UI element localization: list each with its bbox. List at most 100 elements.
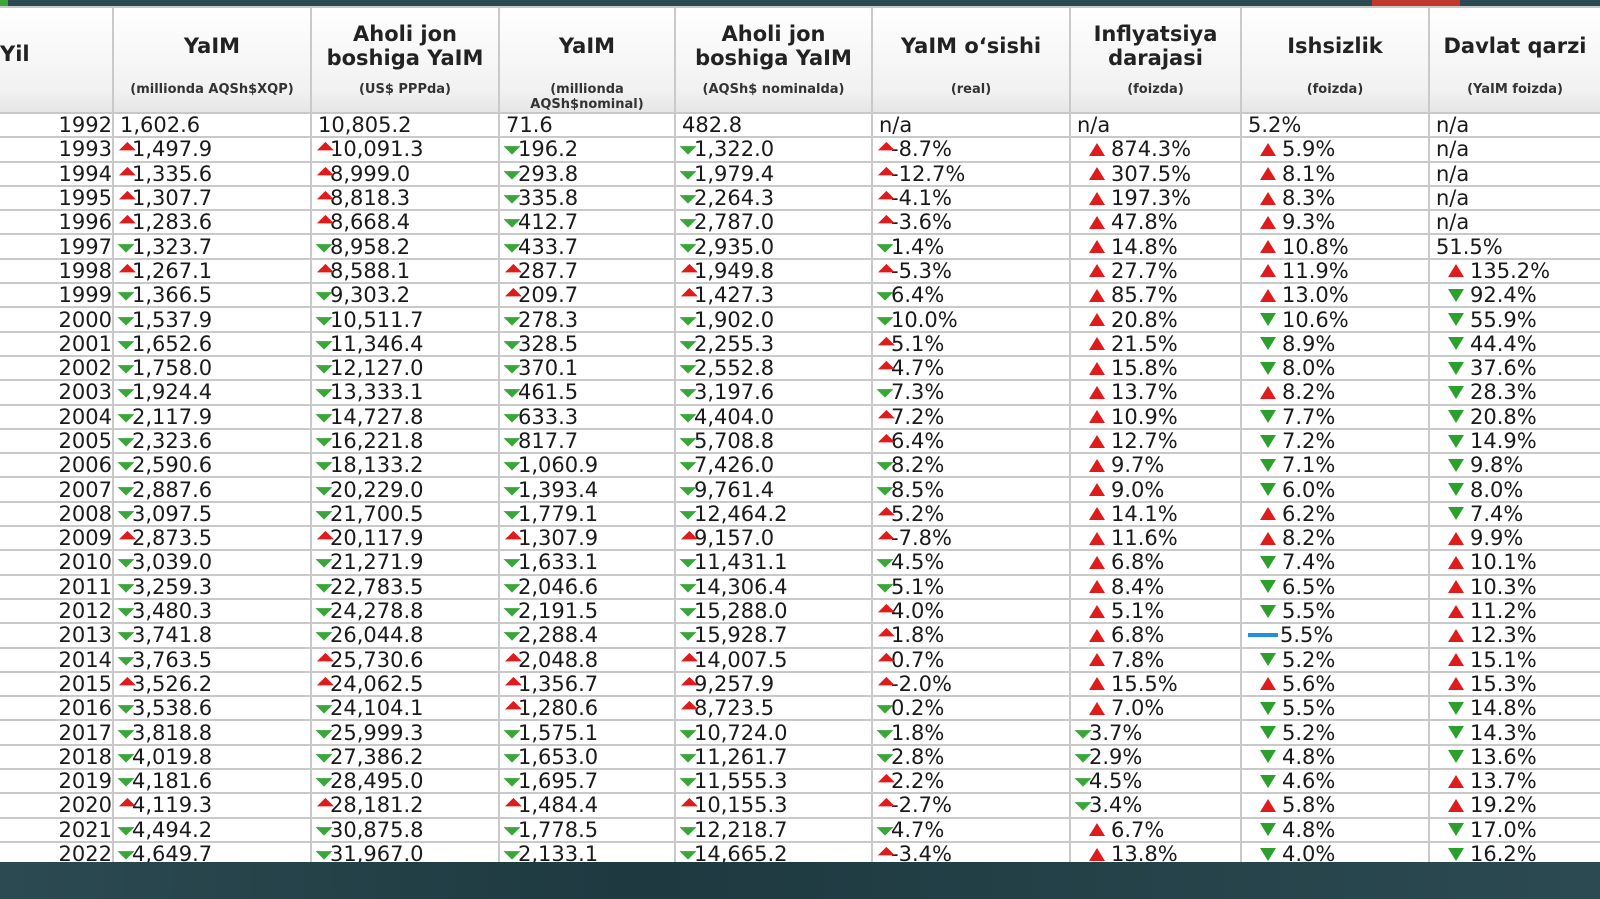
down-triangle-icon (1448, 288, 1464, 302)
inflation-cell: 307.5% (1069, 160, 1242, 187)
cell-value: 2,191.5 (518, 599, 599, 624)
down-triangle-icon (1260, 434, 1276, 448)
unemployment-cell: 4.6% (1240, 768, 1430, 795)
table-row: 2020 4,119.3 28,181.2 1,484.4 10,155.3 -2.7% 3… (0, 792, 1600, 819)
gdp-ppp-cell: 1,602.6 (112, 111, 312, 139)
header-title: Aholi jon boshiga YaIM (695, 22, 852, 70)
gdp-ppp-cell: 2,887.6 (112, 476, 312, 503)
year-cell: 1993 (0, 136, 114, 163)
cell-content: 4.8% (1243, 747, 1427, 767)
year-cell: 1992 (0, 111, 114, 139)
gdp-per-capita-nominal-cell: 10,155.3 (674, 792, 873, 819)
gdp-nominal-cell: 2,288.4 (498, 622, 676, 649)
cell-content: 6.4% (874, 429, 1068, 453)
up-triangle-icon (1448, 555, 1464, 569)
cell-content: 2,046.6 (501, 576, 673, 597)
cell-content: 1,484.4 (501, 795, 673, 816)
table-row: 1992 1,602.6 10,805.2 71.6 482.8 n/a n/a 5.2% n/… (0, 111, 1600, 139)
cell-content: 14,727.8 (313, 406, 497, 427)
unemployment-cell: 5.9% (1240, 136, 1430, 163)
cell-content: 27.7% (1072, 261, 1239, 281)
government-debt-cell: 8.0% (1428, 476, 1600, 503)
cell-content: 12.3% (1431, 625, 1599, 646)
gdp-ppp-cell: 3,818.8 (112, 719, 312, 746)
up-triangle-icon (1089, 191, 1105, 205)
gdp-per-capita-ppp-cell: 16,221.8 (310, 427, 500, 455)
cell-value: -8.7% (891, 137, 952, 162)
cell-content: 4.0% (874, 601, 1068, 621)
cell-value: 92.4% (1470, 283, 1537, 308)
gdp-per-capita-nominal-cell: 1,427.3 (674, 282, 873, 309)
cell-content: 1,537.9 (115, 309, 309, 330)
cell-value: -2.0% (891, 671, 952, 696)
cell-value: 15.5% (1111, 671, 1178, 696)
cell-value: 15,288.0 (694, 599, 788, 624)
cell-value: 8,588.1 (330, 258, 411, 283)
year-cell: 2005 (0, 427, 114, 455)
year-cell: 2012 (0, 597, 114, 625)
cell-content: 7.7% (1243, 407, 1427, 427)
cell-content: 3.4% (1072, 795, 1239, 816)
gdp-per-capita-nominal-cell: 5,708.8 (674, 427, 873, 455)
cell-value: 4.7% (891, 817, 945, 842)
gdp-growth-cell: 8.2% (871, 452, 1071, 479)
bottom-bar (0, 862, 1600, 899)
cell-value: n/a (1436, 210, 1470, 235)
gdp-per-capita-ppp-cell: 30,875.8 (310, 816, 500, 843)
cell-content: 4.7% (874, 817, 1068, 842)
cell-value: 20.8% (1470, 404, 1537, 429)
table-row: 2002 1,758.0 12,127.0 370.1 2,552.8 4.7% 15.8%… (0, 354, 1600, 382)
up-triangle-icon (1260, 215, 1276, 229)
cell-value: 2,048.8 (518, 647, 599, 672)
unemployment-cell: 10.8% (1240, 233, 1430, 260)
gdp-per-capita-ppp-cell: 12,127.0 (310, 354, 500, 382)
down-triangle-icon (1260, 313, 1276, 327)
gdp-ppp-cell: 1,323.7 (112, 233, 312, 260)
cell-content: 24,062.5 (313, 674, 497, 694)
cell-value: 18,133.2 (330, 453, 424, 478)
gdp-per-capita-ppp-cell: 22,783.5 (310, 573, 500, 600)
cell-value: 14,665.2 (694, 842, 788, 867)
header-subtitle: (YaIM foizda) (1467, 82, 1563, 97)
year-cell: 2009 (0, 525, 114, 552)
gdp-per-capita-nominal-cell: 2,255.3 (674, 330, 873, 357)
gdp-ppp-cell: 2,323.6 (112, 427, 312, 455)
inflation-cell: 9.7% (1069, 452, 1242, 479)
unemployment-cell: 5.6% (1240, 670, 1430, 698)
gdp-nominal-cell: 1,575.1 (498, 719, 676, 746)
down-triangle-icon (1260, 750, 1276, 764)
government-debt-cell: 14.8% (1428, 695, 1600, 722)
gdp-per-capita-ppp-cell: 25,999.3 (310, 719, 500, 746)
cell-value: 1,323.7 (132, 234, 213, 259)
table-row: 1996 1,283.6 8,668.4 412.7 2,787.0 -3.6% 47.8%… (0, 209, 1600, 236)
cell-value: 3,818.8 (132, 720, 213, 745)
gdp-ppp-cell: 3,480.3 (112, 597, 312, 625)
gdp-growth-cell: 4.5% (871, 549, 1071, 576)
up-triangle-icon (1089, 215, 1105, 229)
gdp-growth-cell: 8.5% (871, 476, 1071, 503)
unemployment-cell: 5.5% (1240, 622, 1430, 649)
down-triangle-icon (1448, 434, 1464, 448)
cell-value: 6.4% (891, 429, 945, 453)
gdp-per-capita-nominal-cell: 8,723.5 (674, 695, 873, 722)
gdp-per-capita-ppp-cell: 28,495.0 (310, 768, 500, 795)
cell-value: 3,197.6 (694, 380, 775, 405)
cell-value: 10,511.7 (330, 307, 424, 332)
cell-content: 1,322.0 (677, 139, 870, 160)
cell-value: 482.8 (682, 113, 743, 138)
cell-content: n/a (1431, 115, 1599, 135)
up-triangle-icon (1448, 264, 1464, 278)
gdp-ppp-cell: 2,590.6 (112, 452, 312, 479)
up-triangle-icon (1089, 531, 1105, 545)
cell-value: 4,404.0 (694, 404, 775, 429)
cell-value: 5.6% (1282, 671, 1336, 696)
government-debt-cell: 28.3% (1428, 379, 1600, 406)
header-title: Ishsizlik (1287, 34, 1383, 58)
gdp-per-capita-ppp-cell: 14,727.8 (310, 403, 500, 430)
cell-value: 13.7% (1111, 380, 1178, 405)
unemployment-cell: 8.3% (1240, 184, 1430, 212)
inflation-cell: 85.7% (1069, 282, 1242, 309)
cell-content: 2,887.6 (115, 479, 309, 500)
gdp-per-capita-ppp-cell: 8,818.3 (310, 184, 500, 212)
cell-value: 12.7% (1111, 429, 1178, 453)
